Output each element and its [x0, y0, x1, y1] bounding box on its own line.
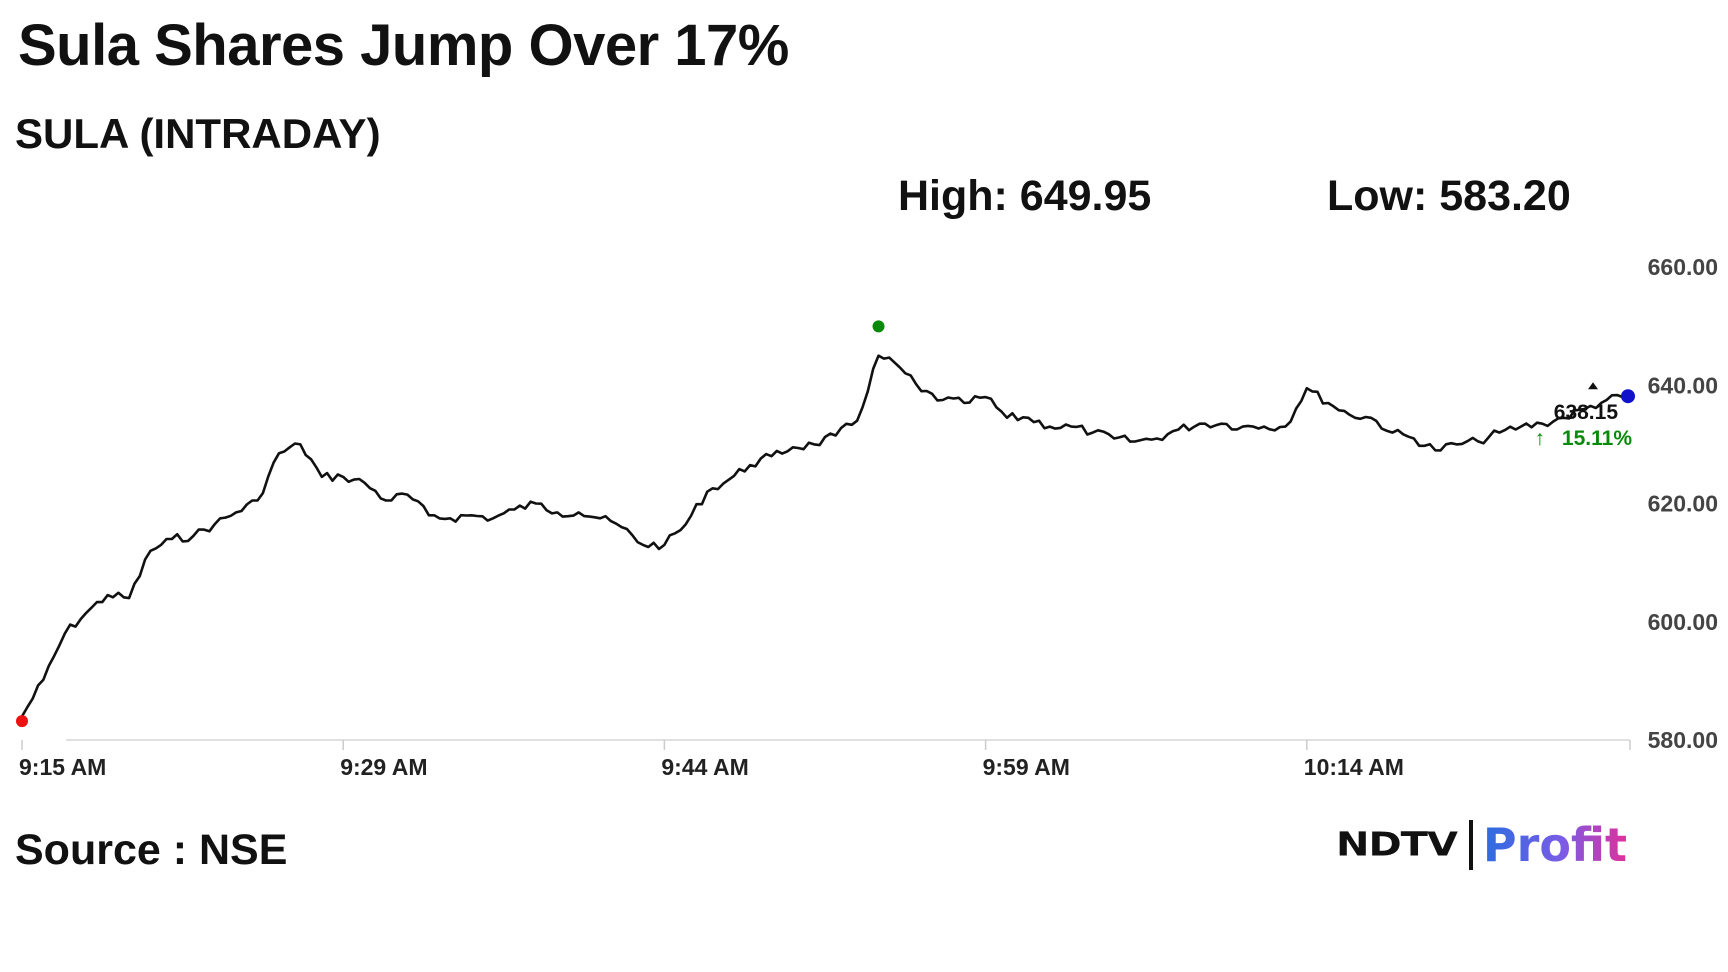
x-axis-ticks: 9:15 AM 9:29 AM 9:44 AM 9:59 AM 10:14 AM	[19, 740, 1631, 780]
day-high-stat: High: 649.95	[898, 172, 1152, 220]
open-price-marker	[16, 715, 28, 728]
ndtv-profit-logo: NDTV Profit	[1336, 818, 1627, 872]
x-tick-label: 9:44 AM	[661, 754, 748, 780]
y-tick-label: 600.00	[1648, 609, 1718, 635]
logo-divider	[1468, 820, 1473, 870]
price-series-line	[20, 354, 1629, 718]
x-tick-label: 9:29 AM	[340, 754, 427, 780]
last-price-label: 638.15	[1554, 401, 1619, 424]
day-low-stat: Low: 583.20	[1327, 172, 1571, 220]
logo-profit-text: Profit	[1482, 818, 1628, 872]
y-tick-label: 580.00	[1648, 727, 1718, 753]
headline: Sula Shares Jump Over 17%	[18, 13, 789, 78]
day-high-marker	[872, 320, 885, 333]
x-tick-label: 10:14 AM	[1304, 754, 1404, 780]
up-arrow-icon: ↑	[1535, 427, 1546, 450]
last-price-marker	[1621, 389, 1635, 404]
chart-title: SULA (INTRADAY)	[15, 110, 381, 157]
change-percent-label: 15.11%	[1562, 427, 1632, 450]
last-price-caret-icon	[1588, 382, 1598, 390]
logo-ndtv-text: NDTV	[1336, 826, 1458, 864]
y-tick-label: 640.00	[1648, 372, 1718, 398]
y-axis-ticks: 580.00 600.00 620.00 640.00 660.00	[1648, 254, 1718, 753]
y-tick-label: 660.00	[1648, 254, 1718, 280]
y-tick-label: 620.00	[1648, 491, 1718, 517]
source-note: Source : NSE	[15, 826, 288, 874]
x-tick-label: 9:15 AM	[19, 754, 106, 780]
x-tick-label: 9:59 AM	[983, 754, 1070, 780]
